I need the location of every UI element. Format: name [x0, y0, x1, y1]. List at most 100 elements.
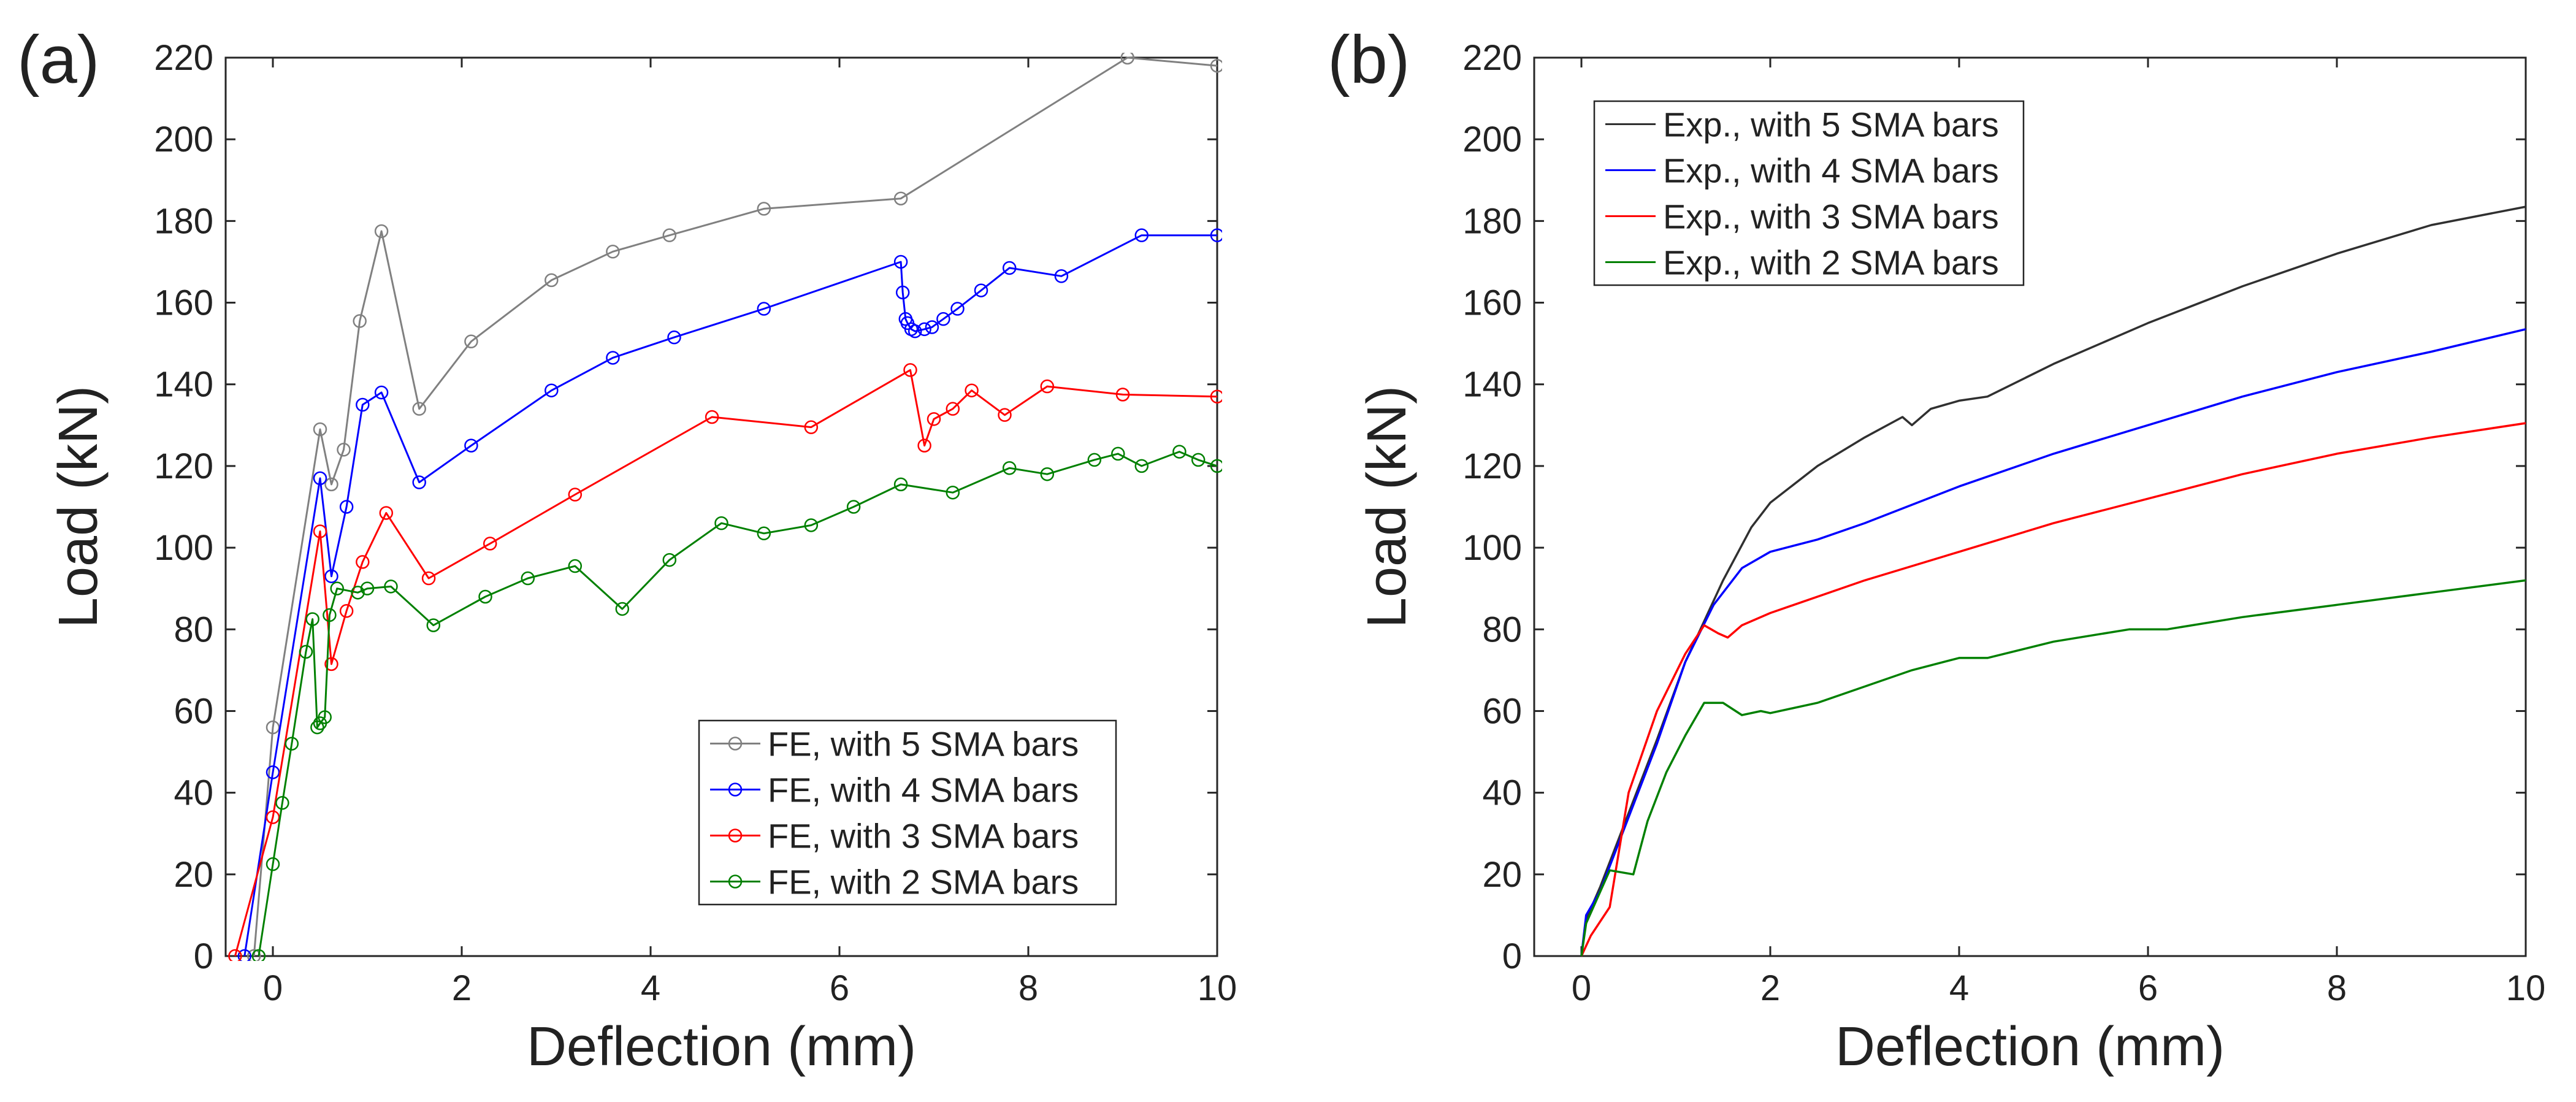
y-tick-label: 60 — [174, 691, 213, 731]
data-point — [804, 420, 819, 434]
data-point — [568, 488, 583, 502]
x-tick-label: 2 — [1760, 968, 1780, 1008]
data-point — [615, 602, 630, 616]
panel-b: (b) 0 20 40 60 80 100 120 140 160 180 200 220 0 2 4 6 8 1… — [1328, 22, 2545, 1077]
plot-area-a — [224, 56, 1218, 957]
data-point — [266, 765, 280, 779]
series-b-3 — [1580, 422, 2526, 957]
data-point — [1134, 228, 1149, 242]
legend-marker — [728, 782, 743, 797]
data-point — [464, 438, 478, 453]
y-tick-label: 140 — [154, 365, 213, 405]
data-point — [324, 657, 338, 672]
panel-label-b: (b) — [1328, 22, 1410, 98]
legend-marker — [728, 737, 743, 751]
x-tick-label: 8 — [2327, 968, 2347, 1008]
data-point — [804, 518, 819, 532]
y-tick-label: 20 — [1482, 855, 1522, 895]
series-a-4 — [251, 445, 1222, 961]
x-tick-label: 0 — [1572, 968, 1591, 1008]
data-point — [374, 385, 389, 400]
data-point — [353, 314, 367, 328]
y-tick-label: 40 — [174, 773, 213, 813]
data-point — [374, 224, 389, 239]
legend-a: FE, with 5 SMA bars FE, with 4 SMA bars FE… — [698, 719, 1117, 906]
data-point — [667, 330, 681, 345]
y-tick-label: 120 — [154, 446, 213, 486]
data-point — [356, 397, 370, 412]
data-point — [568, 559, 583, 573]
data-point — [351, 586, 365, 600]
data-point — [606, 351, 620, 365]
data-point — [936, 312, 950, 326]
data-point — [545, 273, 559, 288]
y-tick-label: 0 — [194, 936, 213, 976]
data-point — [313, 471, 327, 486]
y-tick-label: 140 — [1462, 365, 1522, 405]
data-point — [946, 485, 960, 500]
data-point — [1134, 459, 1149, 473]
series-line — [1580, 579, 2526, 957]
data-point — [757, 526, 771, 541]
data-point — [946, 402, 960, 416]
series-line — [253, 56, 1218, 957]
data-point — [339, 500, 354, 514]
series-a-1 — [247, 53, 1222, 961]
data-point — [1210, 228, 1222, 242]
data-point — [1210, 389, 1222, 404]
data-point — [893, 477, 908, 492]
data-point — [339, 604, 354, 618]
y-axis-label: Load (kN) — [1356, 386, 1418, 628]
data-point — [1040, 379, 1055, 394]
legend-entry: Exp., with 3 SMA bars — [1663, 197, 1999, 236]
y-tick-label: 160 — [154, 283, 213, 323]
x-tick-label: 10 — [2506, 968, 2546, 1008]
y-tick-label: 160 — [1462, 283, 1522, 323]
y-tick-label: 100 — [1462, 528, 1522, 568]
x-tick-label: 6 — [830, 968, 849, 1008]
data-point — [412, 402, 426, 416]
data-point — [266, 810, 280, 824]
data-point — [908, 324, 922, 339]
x-tick-label: 2 — [452, 968, 472, 1008]
y-tick-label: 180 — [154, 201, 213, 241]
data-point — [974, 283, 988, 297]
series-line — [1580, 422, 2526, 957]
x-tick-label: 4 — [641, 968, 660, 1008]
panel-a: (a) 0 20 40 60 80 100 120 140 160 180 200 220 0 2 4 6 8 1… — [17, 22, 1237, 1077]
data-point — [1002, 261, 1017, 275]
data-point — [323, 608, 337, 622]
legend-entry: Exp., with 4 SMA bars — [1663, 151, 1999, 190]
y-tick-label: 220 — [154, 38, 213, 78]
data-point — [705, 410, 719, 424]
data-point — [917, 322, 931, 337]
data-point — [917, 438, 931, 453]
legend-entry: FE, with 5 SMA bars — [768, 725, 1079, 763]
data-point — [998, 408, 1012, 422]
data-point — [251, 949, 266, 961]
legend-b: Exp., with 5 SMA bars Exp., with 4 SMA ba… — [1593, 100, 2025, 286]
y-tick-label: 40 — [1482, 773, 1522, 813]
x-tick-label: 6 — [2138, 968, 2158, 1008]
data-point — [299, 645, 313, 659]
y-tick-label: 220 — [1462, 38, 1522, 78]
legend-entry: Exp., with 2 SMA bars — [1663, 243, 1999, 282]
data-point — [893, 254, 908, 269]
data-point — [313, 524, 327, 538]
data-point — [275, 796, 289, 810]
data-point — [426, 618, 441, 632]
data-point — [1002, 461, 1017, 475]
data-point — [1191, 453, 1206, 467]
y-tick-label: 60 — [1482, 691, 1522, 731]
x-tick-label: 4 — [1949, 968, 1969, 1008]
data-point — [1120, 53, 1134, 65]
series-line — [243, 234, 1217, 957]
data-point — [757, 302, 771, 316]
data-point — [324, 569, 338, 583]
data-point — [318, 710, 332, 724]
x-axis-label: Deflection (mm) — [1835, 1016, 2225, 1077]
data-point — [1054, 269, 1069, 283]
y-tick-label: 120 — [1462, 446, 1522, 486]
series-line — [1580, 328, 2526, 957]
data-point — [1210, 59, 1222, 73]
